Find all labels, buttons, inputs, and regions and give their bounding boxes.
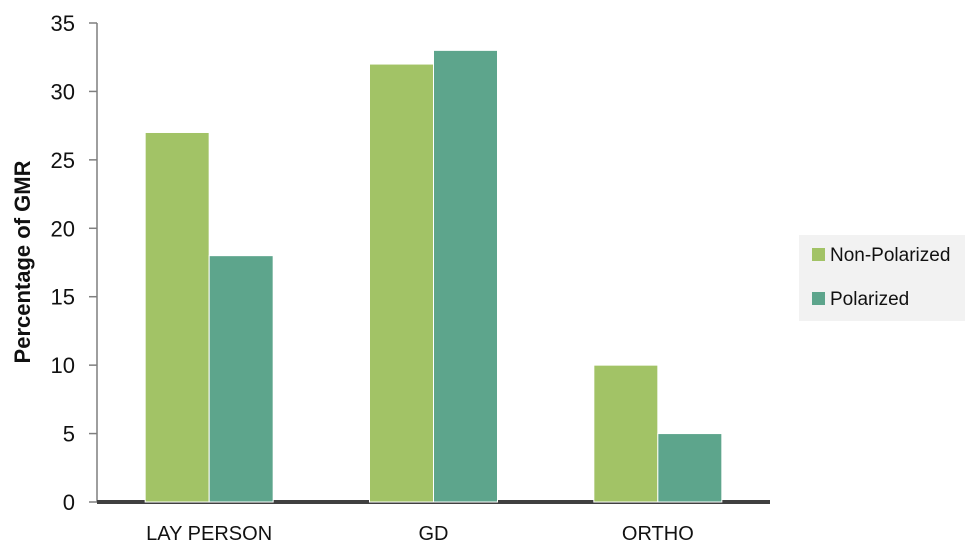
y-axis-title: Percentage of GMR [10, 160, 35, 363]
bar-polarized-lay-person [208, 255, 274, 503]
bar-non-polarized-lay-person [144, 131, 210, 503]
bar-polarized-ortho [657, 433, 723, 503]
x-category-label: LAY PERSON [146, 523, 272, 544]
x-category-label: GD [419, 523, 449, 544]
bar-non-polarized-gd [369, 63, 434, 503]
axis-labels: 0 5 10 15 20 25 30 35 LAY PERSON GD ORTHO [51, 11, 694, 544]
y-tick-label: 15 [51, 285, 75, 310]
legend-swatch [812, 292, 825, 305]
legend-box [799, 235, 965, 321]
y-tick-label: 35 [51, 11, 75, 36]
legend-label: Polarized [830, 289, 909, 310]
y-tick-label: 5 [63, 422, 75, 447]
legend: Non-Polarized Polarized [799, 235, 965, 321]
legend-label: Non-Polarized [830, 245, 950, 266]
y-tick-label: 0 [63, 490, 75, 515]
bars [144, 49, 723, 503]
x-category-label: ORTHO [622, 523, 694, 544]
y-tick-label: 30 [51, 79, 75, 104]
bar-non-polarized-ortho [593, 364, 659, 503]
legend-swatch [812, 248, 825, 261]
y-tick-label: 10 [51, 353, 75, 378]
y-tick-label: 25 [51, 148, 75, 173]
y-tick-label: 20 [51, 216, 75, 241]
bar-polarized-gd [433, 49, 498, 503]
